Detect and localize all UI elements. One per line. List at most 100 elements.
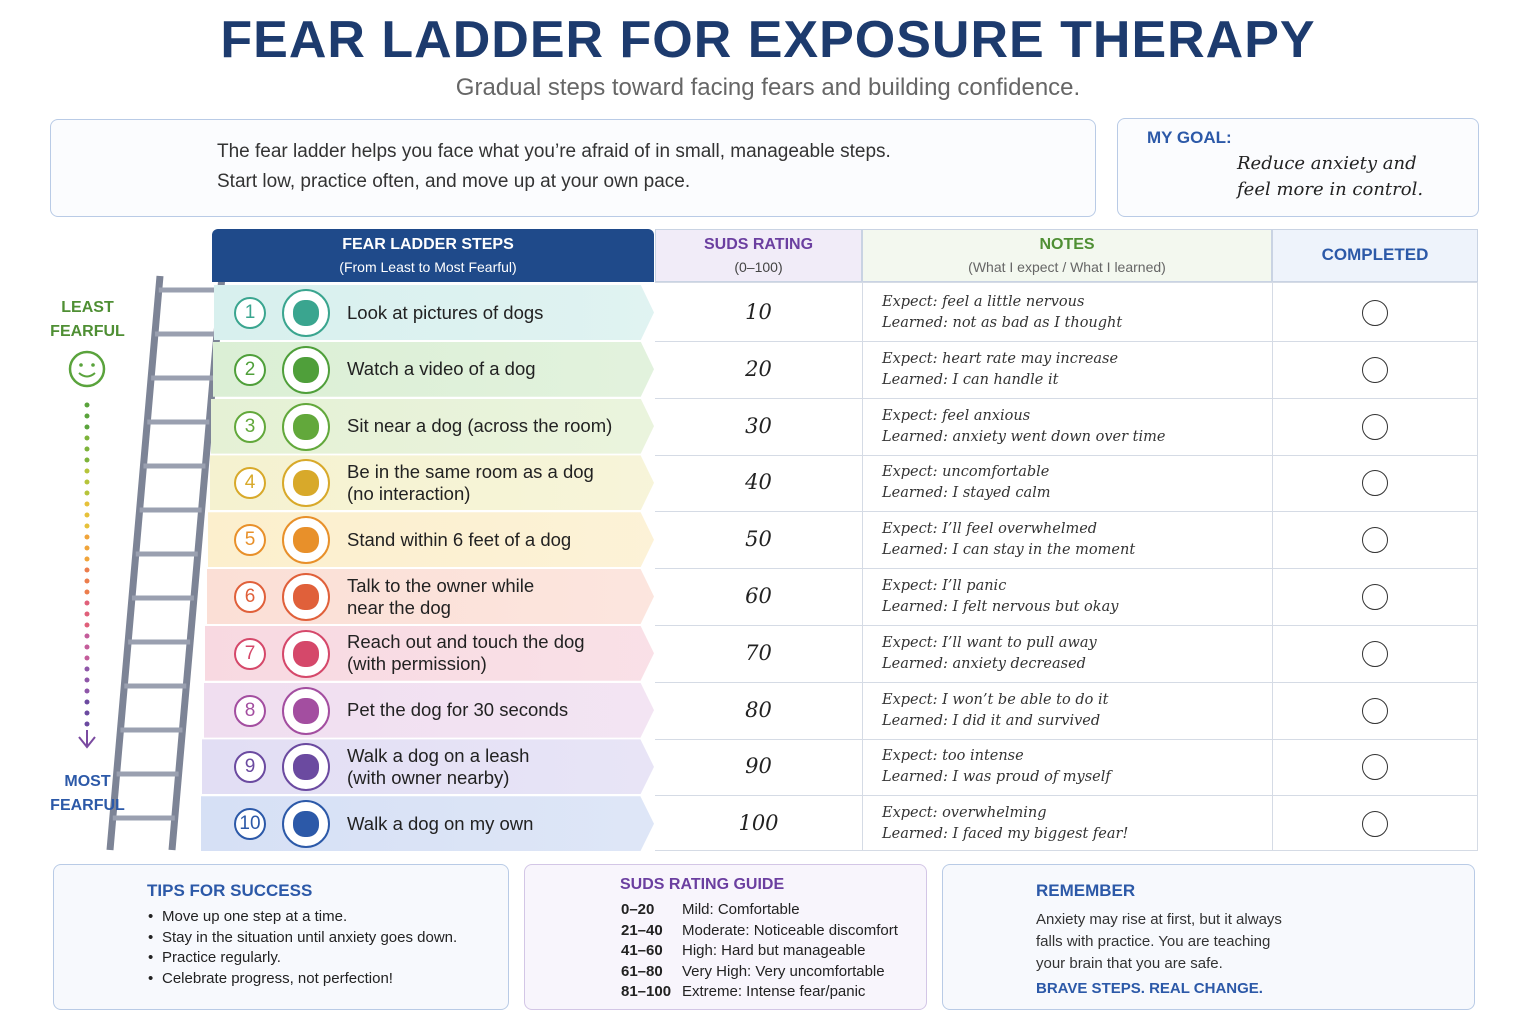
- row-divider: [655, 511, 1478, 513]
- step-band: [206, 569, 654, 624]
- bullet: •: [148, 949, 154, 966]
- suds-rating: 90: [745, 754, 772, 779]
- note-expect: Expect: overwhelming: [882, 805, 1047, 822]
- completed-checkbox[interactable]: [1362, 527, 1388, 554]
- tips-title: TIPS FOR SUCCESS: [147, 881, 313, 900]
- step-text: Pet the dog for 30 seconds: [347, 699, 569, 721]
- row-divider: [655, 568, 1478, 570]
- step-number: 9: [234, 751, 266, 784]
- suds-rating: 40: [745, 470, 772, 495]
- header-title: NOTES: [1039, 236, 1095, 253]
- guide-desc: High: Hard but manageable: [682, 942, 866, 960]
- remember-box: [942, 864, 1475, 1010]
- step-icon-fill: [293, 527, 319, 554]
- note-learned: Learned: I can handle it: [882, 371, 1059, 388]
- step-icon-fill: [293, 697, 319, 724]
- step-band: [203, 682, 654, 738]
- tip-item: •: [148, 948, 153, 969]
- step-icon: [282, 629, 330, 678]
- note-learned: Learned: I was proud of myself: [882, 769, 1111, 786]
- step-number: 5: [234, 524, 266, 557]
- step-text: Walk a dog on my own: [347, 812, 534, 834]
- suds-rating: 30: [745, 413, 772, 438]
- guide-range: 0–20: [621, 901, 655, 918]
- note-expect: Expect: heart rate may increase: [882, 350, 1119, 367]
- step-text: Watch a video of a dog: [347, 358, 536, 380]
- header-title: FEAR LADDER STEPS: [342, 236, 514, 253]
- step-text: Sit near a dog (across the room): [347, 415, 613, 437]
- remember-line: falls with practice. You are teaching: [1036, 933, 1271, 950]
- tip-item: •: [148, 907, 153, 928]
- header-cell: [1272, 229, 1478, 282]
- suds-rating: 80: [745, 697, 772, 722]
- goal-box: [1117, 118, 1479, 217]
- completed-checkbox[interactable]: [1362, 697, 1388, 724]
- suds-rating: 50: [745, 527, 772, 552]
- guide-desc: Extreme: Intense fear/panic: [682, 983, 866, 1001]
- note-learned: Learned: I did it and survived: [882, 712, 1101, 729]
- tip-text: Celebrate progress, not perfection!: [162, 969, 393, 987]
- step-band: [202, 739, 654, 795]
- note-learned: Learned: I faced my biggest fear!: [882, 826, 1129, 843]
- col-divider: [862, 282, 863, 851]
- step-icon-fill: [293, 300, 319, 326]
- completed-checkbox[interactable]: [1362, 811, 1388, 838]
- completed-checkbox[interactable]: [1362, 300, 1388, 326]
- header-sub: (From Least to Most Fearful): [339, 259, 517, 275]
- completed-checkbox[interactable]: [1362, 356, 1388, 383]
- table-frame: [655, 282, 1478, 851]
- intro-line: The fear ladder helps you face what you’…: [217, 141, 891, 162]
- step-text: Look at pictures of dogs: [347, 301, 544, 323]
- step-icon: [282, 459, 330, 508]
- guide-desc: Very High: Very uncomfortable: [682, 962, 885, 980]
- note-expect: Expect: I’ll feel overwhelmed: [882, 521, 1098, 538]
- scale-text: FEARFUL: [50, 797, 125, 814]
- step-text: Talk to the owner while: [347, 574, 535, 596]
- note-expect: Expect: feel a little nervous: [882, 294, 1085, 310]
- scale-text: MOST: [64, 773, 111, 790]
- completed-checkbox[interactable]: [1362, 413, 1388, 440]
- note-expect: Expect: I won’t be able to do it: [882, 691, 1109, 708]
- row-divider: [655, 681, 1478, 683]
- header-title: COMPLETED: [1321, 245, 1429, 264]
- subtitle: Gradual steps toward facing fears and bu…: [455, 74, 1081, 101]
- col-divider: [1272, 282, 1273, 851]
- bullet: •: [148, 928, 154, 946]
- bullet: •: [148, 969, 154, 987]
- step-icon: [282, 402, 330, 451]
- step-text: near the dog: [347, 596, 451, 618]
- step-text: Reach out and touch the dog: [347, 631, 585, 653]
- guide-title: SUDS RATING GUIDE: [620, 876, 785, 893]
- note-expect: Expect: feel anxious: [882, 407, 1031, 424]
- note-learned: Learned: not as bad as I thought: [882, 315, 1123, 331]
- guide-desc: Mild: Comfortable: [682, 901, 800, 918]
- tip-text: Move up one step at a time.: [162, 908, 348, 925]
- intro-line: Start low, practice often, and move up a…: [217, 171, 691, 192]
- goal-line: feel more in control.: [1237, 179, 1424, 200]
- header-title: SUDS RATING: [703, 236, 814, 253]
- scale-top: LEAST FEARFUL: [40, 296, 135, 344]
- note-learned: Learned: I stayed calm: [882, 485, 1051, 502]
- step-band: [200, 796, 654, 852]
- suds-rating: 70: [745, 640, 772, 665]
- step-band: [205, 625, 654, 681]
- completed-checkbox[interactable]: [1362, 470, 1388, 497]
- step-number: 10: [234, 808, 266, 841]
- suds-rating: 20: [745, 356, 772, 381]
- intro-box: [50, 119, 1096, 217]
- completed-checkbox[interactable]: [1362, 754, 1388, 781]
- step-icon-fill: [293, 640, 319, 667]
- step-icon-fill: [293, 356, 319, 383]
- note-learned: Learned: anxiety decreased: [882, 655, 1086, 672]
- step-number: 1: [234, 297, 266, 329]
- step-text: (with owner nearby): [347, 766, 510, 788]
- step-icon-fill: [293, 413, 319, 440]
- step-text: (with permission): [347, 653, 487, 675]
- completed-checkbox[interactable]: [1362, 640, 1388, 667]
- guide-range: 41–60: [621, 942, 663, 960]
- completed-checkbox[interactable]: [1362, 584, 1388, 610]
- tip-text: Stay in the situation until anxiety goes…: [162, 928, 458, 946]
- header-cell: [862, 229, 1272, 282]
